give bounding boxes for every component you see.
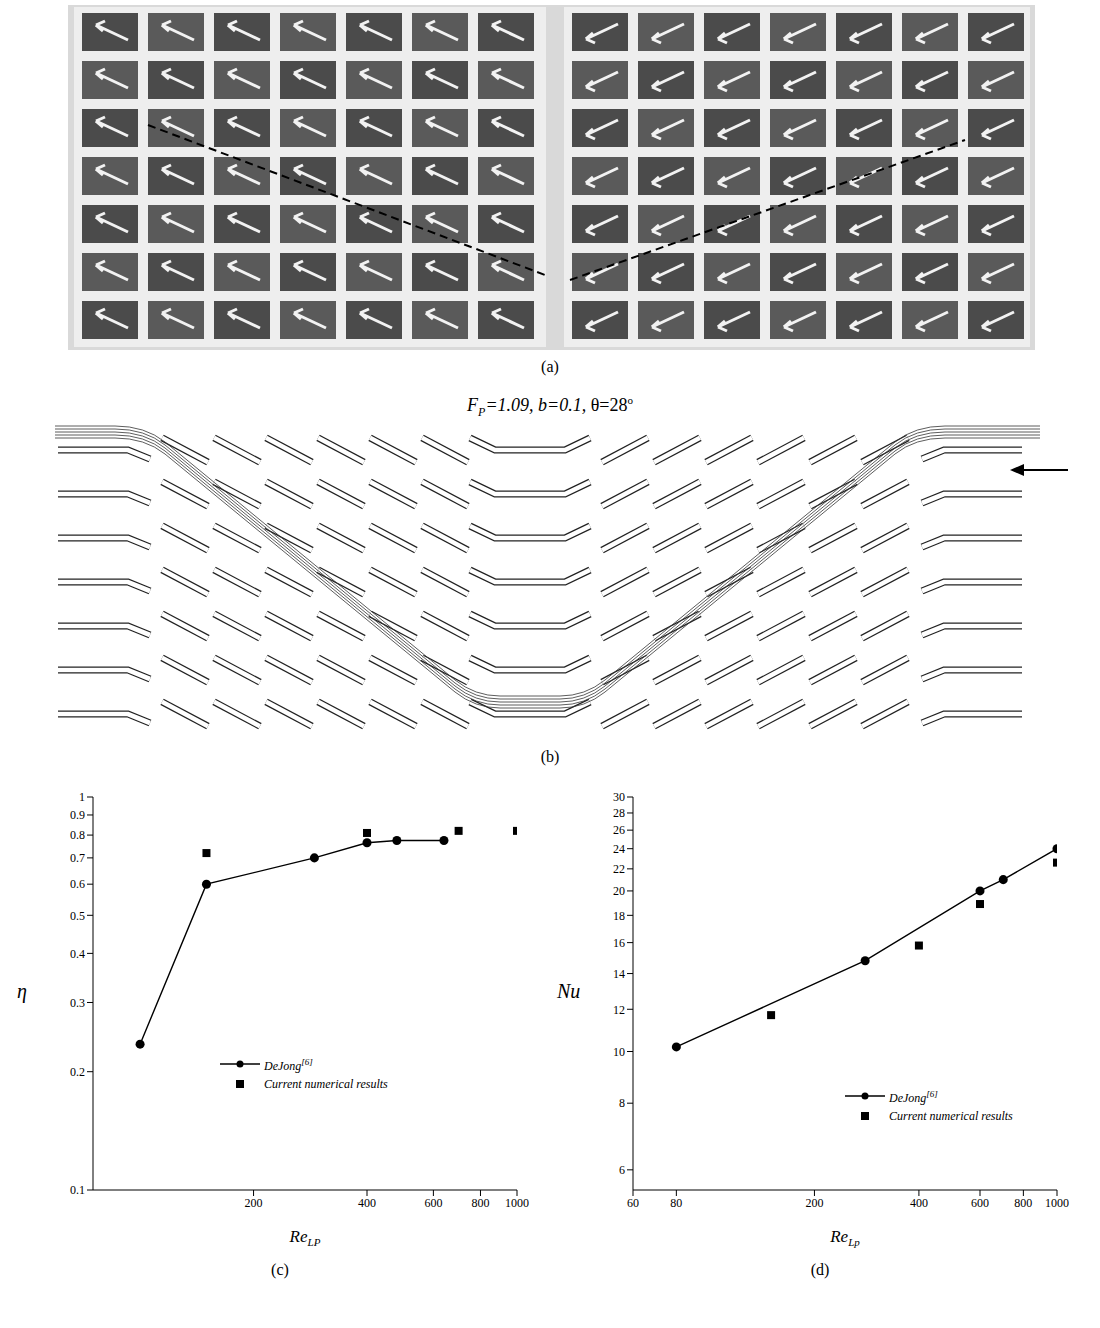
svg-text:10: 10 — [613, 1045, 625, 1059]
html-text:DeJong[6]: DeJong[6] — [889, 1089, 938, 1105]
svg-text:800: 800 — [471, 1196, 489, 1210]
svg-text:0.1: 0.1 — [70, 1183, 85, 1197]
svg-text:0.3: 0.3 — [70, 996, 85, 1010]
svg-text:200: 200 — [245, 1196, 263, 1210]
html-text:Current numerical results: Current numerical results — [264, 1077, 388, 1091]
svg-text:80: 80 — [670, 1196, 682, 1210]
svg-text:18: 18 — [613, 909, 625, 923]
svg-text:0.2: 0.2 — [70, 1065, 85, 1079]
svg-text:8: 8 — [619, 1096, 625, 1110]
svg-text:1000: 1000 — [505, 1196, 529, 1210]
svg-text:600: 600 — [424, 1196, 442, 1210]
html-text:ReLp: ReLp — [830, 1227, 860, 1249]
svg-text:400: 400 — [358, 1196, 376, 1210]
svg-text:28: 28 — [613, 806, 625, 820]
svg-text:400: 400 — [910, 1196, 928, 1210]
svg-text:20: 20 — [613, 884, 625, 898]
html-text:ReLP: ReLP — [289, 1227, 321, 1249]
svg-text:1000: 1000 — [1045, 1196, 1069, 1210]
svg-text:0.8: 0.8 — [70, 828, 85, 842]
html-text:Nu: Nu — [557, 979, 581, 1002]
html-text:(d): (d) — [810, 1261, 830, 1278]
svg-text:1: 1 — [79, 790, 85, 804]
svg-text:22: 22 — [613, 862, 625, 876]
svg-text:60: 60 — [627, 1196, 639, 1210]
svg-text:0.9: 0.9 — [70, 808, 85, 822]
svg-text:14: 14 — [613, 967, 625, 981]
svg-text:0.4: 0.4 — [70, 947, 85, 961]
svg-text:6: 6 — [619, 1163, 625, 1177]
svg-text:200: 200 — [805, 1196, 823, 1210]
svg-text:16: 16 — [613, 936, 625, 950]
html-text:(b): (b) — [540, 748, 560, 765]
html-text:η: η — [17, 979, 27, 1002]
svg-text:24: 24 — [613, 842, 625, 856]
svg-text:0.7: 0.7 — [70, 851, 85, 865]
svg-text:0.5: 0.5 — [70, 909, 85, 923]
svg-text:26: 26 — [613, 823, 625, 837]
svg-text:30: 30 — [613, 790, 625, 804]
html-text:(c): (c) — [271, 1261, 289, 1278]
svg-text:800: 800 — [1014, 1196, 1032, 1210]
html-text:(a): (a) — [541, 358, 559, 375]
html-text:Current numerical results: Current numerical results — [889, 1109, 1013, 1123]
svg-text:600: 600 — [971, 1196, 989, 1210]
html-text:DeJong[6]: DeJong[6] — [264, 1057, 313, 1073]
svg-text:12: 12 — [613, 1003, 625, 1017]
svg-text:0.6: 0.6 — [70, 877, 85, 891]
html-text:FP=1.09, b =0.1, θ=28o: FP=1.09, b =0.1, θ=28o — [467, 394, 633, 419]
